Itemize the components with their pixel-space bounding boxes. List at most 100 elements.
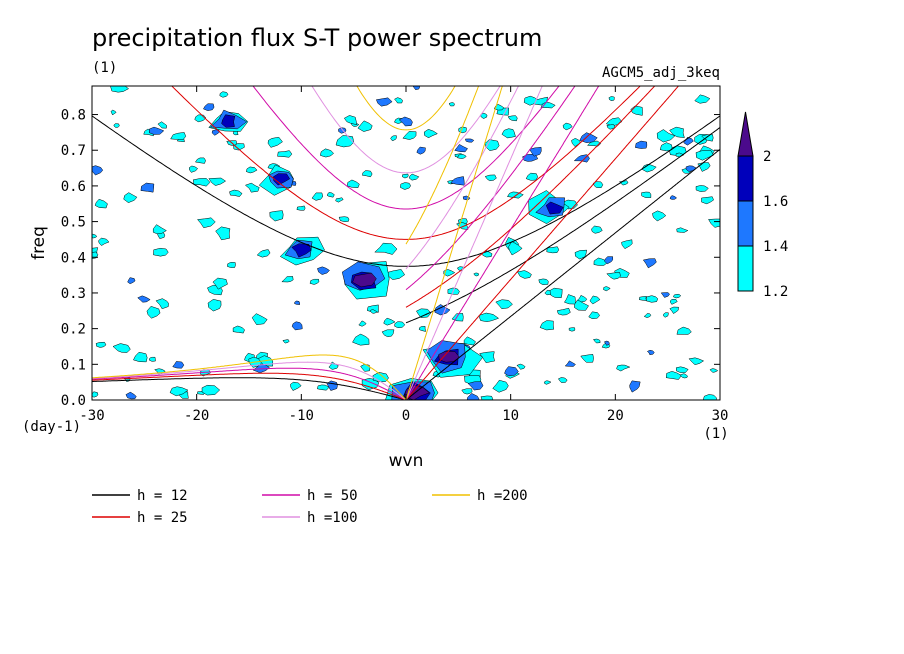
contour-patch xyxy=(277,150,293,158)
kelvin-curve xyxy=(405,86,680,400)
contour-patch xyxy=(539,320,555,331)
contour-patch xyxy=(675,366,689,373)
contour-patch xyxy=(701,196,714,205)
legend-label: h =200 xyxy=(477,488,528,504)
colorbar-segment xyxy=(737,200,754,247)
contour-patch xyxy=(203,103,215,111)
contour-patch xyxy=(580,354,594,363)
contour-patch xyxy=(694,94,711,104)
colorbar-segment xyxy=(737,245,754,292)
contour-patch xyxy=(309,278,320,285)
contour-patch xyxy=(593,257,608,266)
legend-label: h =100 xyxy=(307,510,358,526)
contour-patch xyxy=(317,266,330,275)
contour-patch xyxy=(402,173,409,179)
contour-patch xyxy=(672,293,682,299)
contour-patch xyxy=(232,325,245,334)
contour-patch xyxy=(282,339,290,344)
contour-patch xyxy=(316,384,330,391)
contour-patch xyxy=(480,395,494,400)
contour-patch xyxy=(448,102,455,107)
contour-patch xyxy=(606,124,616,130)
y-tick-label: 0.0 xyxy=(61,393,86,409)
y-tick-label: 0.4 xyxy=(61,250,86,266)
contour-patch xyxy=(573,154,590,163)
contour-patch xyxy=(362,170,373,178)
contour-patch xyxy=(194,157,206,164)
contour-patch xyxy=(215,226,231,241)
contour-patch xyxy=(545,201,564,215)
x-tick-label: 20 xyxy=(607,408,624,424)
contour-patch xyxy=(94,198,108,209)
inertia-gravity-curve xyxy=(311,86,501,174)
y-tick-label: 0.5 xyxy=(61,215,86,231)
contour-patch xyxy=(398,116,413,127)
contour-patch xyxy=(484,174,497,182)
y-tick-label: 0.7 xyxy=(61,143,86,159)
contour-patch xyxy=(412,86,420,90)
contour-patch xyxy=(153,247,169,257)
contour-patch xyxy=(457,153,467,159)
contour-patch xyxy=(148,356,156,362)
contour-patch xyxy=(152,224,167,235)
contour-patch xyxy=(256,249,271,258)
kelvin-curve xyxy=(405,86,503,400)
colorbar-label: 1.6 xyxy=(763,194,788,210)
contour-patch xyxy=(357,120,373,132)
contour-patch xyxy=(123,192,138,203)
contour-patch xyxy=(665,371,682,380)
contour-patch xyxy=(603,256,614,265)
contour-patch xyxy=(695,149,714,161)
contour-patch xyxy=(208,177,227,186)
contour-patch xyxy=(642,258,657,269)
contour-patch xyxy=(576,294,588,303)
colorbar: 1.2 1.4 1.6 2 xyxy=(737,111,788,300)
contour-patch xyxy=(110,86,130,93)
contour-patch xyxy=(568,327,576,332)
legend-label: h = 25 xyxy=(137,510,188,526)
contour-patch xyxy=(543,380,552,385)
contour-patch xyxy=(374,242,398,255)
x-tick-label: -10 xyxy=(289,408,314,424)
contour-patch xyxy=(492,379,509,393)
contour-patch xyxy=(196,217,216,229)
contour-patch xyxy=(606,272,621,280)
contour-patch xyxy=(516,363,526,370)
contour-patch xyxy=(695,185,709,192)
contour-patch xyxy=(629,380,641,393)
contour-patch xyxy=(669,126,685,138)
kelvin-curve xyxy=(405,86,543,400)
y-axis-label: freq xyxy=(29,226,49,260)
contour-patch xyxy=(507,115,518,122)
contour-patch xyxy=(546,246,560,254)
contour-patch xyxy=(538,278,549,285)
contour-patch xyxy=(669,306,679,314)
dispersion-curves xyxy=(92,86,720,400)
chart-title: precipitation flux S-T power spectrum xyxy=(92,24,542,52)
x-axis-unit: (1) xyxy=(703,426,728,442)
contour-patch xyxy=(564,360,576,367)
contour-patch xyxy=(556,307,571,316)
contour-patch xyxy=(381,329,395,338)
contour-patch xyxy=(338,216,350,222)
contour-patch xyxy=(155,298,169,310)
contour-patch xyxy=(463,336,476,346)
colorbar-label: 2 xyxy=(763,149,771,165)
contour-patch xyxy=(233,143,245,151)
contour-patch xyxy=(212,277,228,290)
contour-patch xyxy=(346,179,360,188)
contour-patch xyxy=(335,197,344,203)
contour-patch xyxy=(281,276,294,283)
contour-patch xyxy=(603,286,611,292)
legend-label: h = 12 xyxy=(137,488,188,504)
contour-patch xyxy=(418,326,427,332)
inertia-gravity-curve xyxy=(171,86,641,240)
contour-patch xyxy=(479,351,495,363)
contour-patch xyxy=(589,295,601,305)
contour-patch xyxy=(702,394,717,400)
contour-patch xyxy=(450,176,465,186)
contour-patch xyxy=(574,249,588,260)
contour-patch xyxy=(605,117,623,127)
contour-patch xyxy=(679,373,689,379)
